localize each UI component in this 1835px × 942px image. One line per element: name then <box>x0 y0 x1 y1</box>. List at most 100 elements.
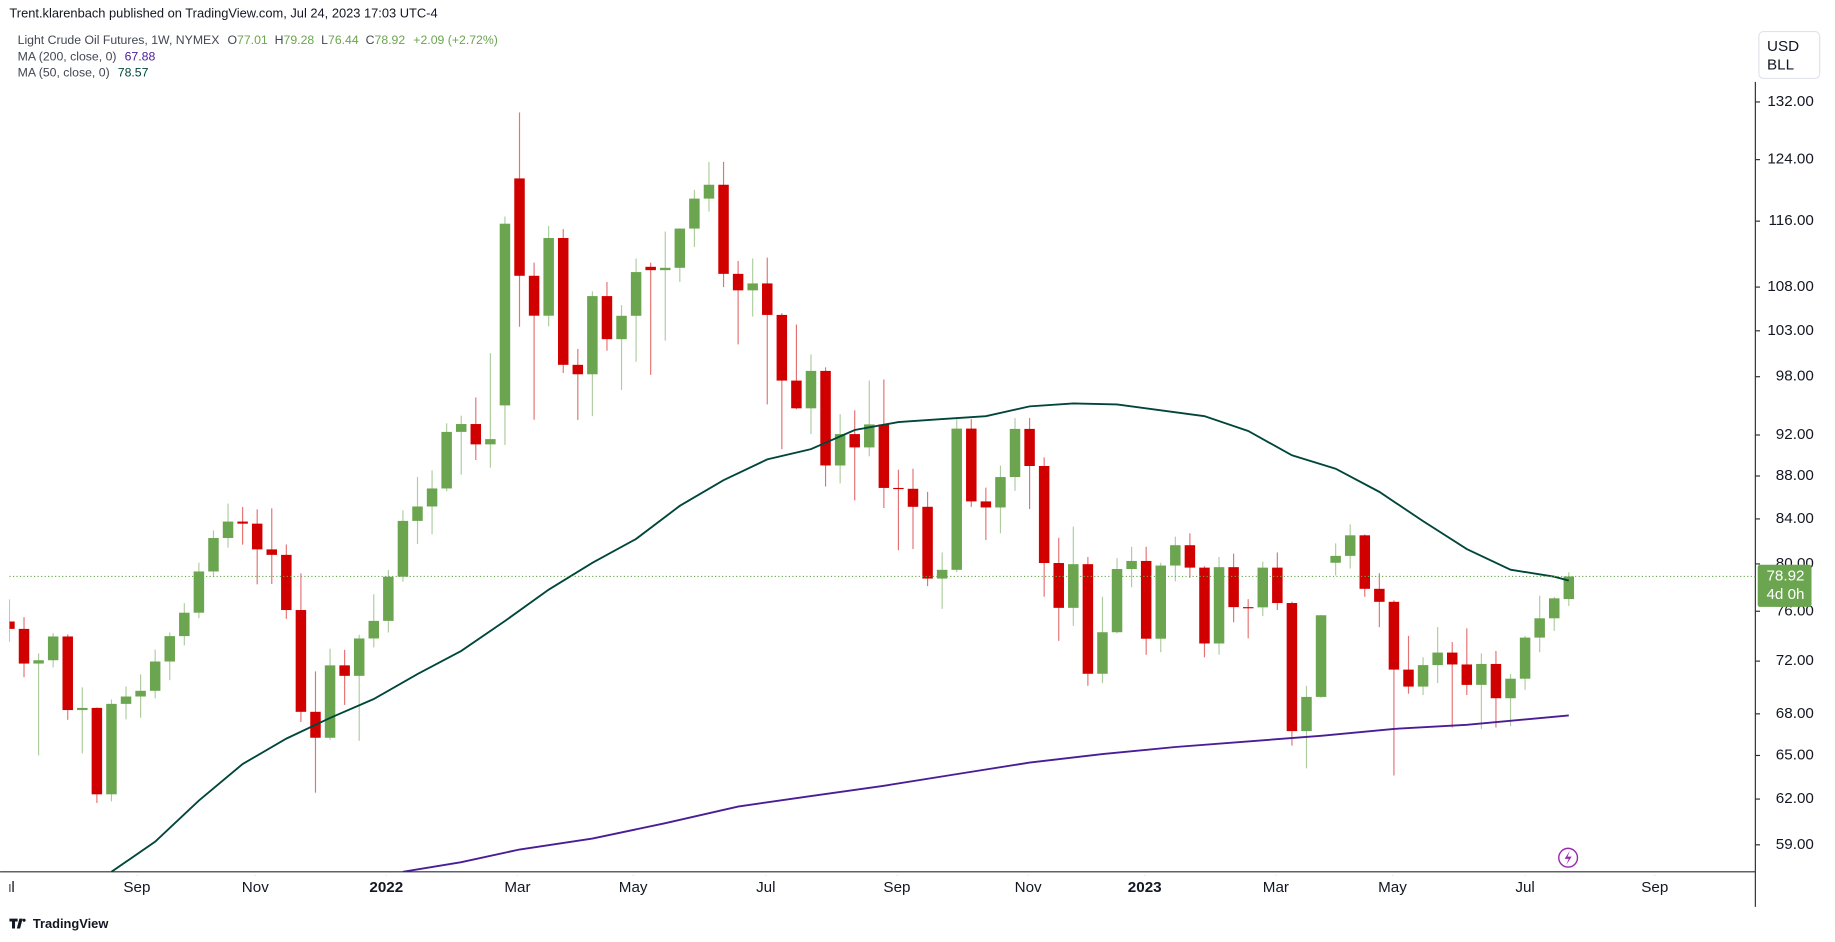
candle-body <box>1534 618 1545 638</box>
x-tick-label: Mar <box>1263 879 1289 896</box>
candle-body <box>426 488 438 507</box>
last-price-label: 78.92 <box>1766 567 1804 584</box>
ohlc-label: H <box>275 33 284 47</box>
candle-body <box>674 228 686 268</box>
candle-body <box>1009 428 1021 478</box>
x-tick-label: May <box>619 879 648 896</box>
candle-body <box>368 620 380 639</box>
candle-body <box>1548 598 1560 619</box>
candle-body <box>820 370 831 466</box>
candle-body <box>893 487 904 490</box>
candle-body <box>951 428 962 570</box>
x-tick-label: Nov <box>242 879 269 896</box>
ohlc-label: L <box>321 33 328 47</box>
candle-body <box>1024 428 1035 466</box>
candle-body <box>324 665 336 738</box>
ma-value: 67.88 <box>125 50 156 64</box>
candle-body <box>936 569 948 579</box>
candle-body <box>1068 564 1079 608</box>
candle-body <box>33 660 44 664</box>
candle-body <box>1257 567 1269 608</box>
candle-body <box>179 612 190 637</box>
y-tick-label: 92.00 <box>1776 426 1814 443</box>
y-tick-label: 68.00 <box>1776 705 1814 722</box>
candle-body <box>455 424 467 432</box>
candle-body <box>543 238 554 316</box>
candle-body <box>1126 560 1137 570</box>
candle-body <box>91 707 103 795</box>
ma-value: 78.57 <box>118 66 149 80</box>
candle-body <box>339 665 350 676</box>
ma-line <box>110 402 1570 872</box>
candle-body <box>864 424 875 448</box>
candle-body <box>1053 563 1064 608</box>
ohlc-label: O <box>228 33 238 47</box>
candle-body <box>1417 665 1429 687</box>
candle-body <box>572 364 584 375</box>
change: +2.09 (+2.72%) <box>413 33 498 47</box>
y-tick-label: 132.00 <box>1767 93 1814 110</box>
time-axis: Jul Sep Nov 2022 Mar May Jul Sep Nov 2023 Mar May Ju… <box>9 879 1668 896</box>
x-tick-label: May <box>1378 879 1407 896</box>
candle-body <box>1242 607 1254 609</box>
candle-body <box>222 521 234 539</box>
candle-body <box>514 178 525 276</box>
candle-body <box>1097 632 1108 674</box>
candle-body <box>1359 535 1371 589</box>
candle-body <box>1170 545 1181 566</box>
candle-body <box>1038 465 1050 564</box>
candle-body <box>1286 603 1298 732</box>
candle-body <box>47 636 59 661</box>
candle-body <box>251 523 263 550</box>
candle-body <box>849 434 860 448</box>
candle-body <box>1388 601 1400 670</box>
ohlc-value: 76.44 <box>328 33 359 47</box>
y-tick-label: 84.00 <box>1776 510 1814 527</box>
candle-body <box>353 638 365 676</box>
candle-body <box>266 549 278 555</box>
x-tick-label: Jul <box>756 879 775 896</box>
candle-body <box>645 266 656 271</box>
ma-legend: MA (50, close, 0) 78.57 <box>18 66 149 80</box>
price-axis: 132.00 124.00 116.00 108.00 103.00 98.00 92.00… <box>1755 93 1814 853</box>
candle-body <box>1461 664 1473 685</box>
unit: BLL <box>1767 57 1794 74</box>
candle-body <box>907 488 919 507</box>
candle-body <box>193 571 205 613</box>
candle-body <box>1315 615 1327 697</box>
candle-body <box>441 431 452 489</box>
y-tick-label: 59.00 <box>1776 836 1814 853</box>
candle-body <box>1403 669 1414 687</box>
candle-body <box>164 636 175 662</box>
candle-body <box>878 424 890 488</box>
alert-icon[interactable] <box>1558 847 1579 868</box>
candle-body <box>1184 545 1196 568</box>
y-tick-label: 103.00 <box>1767 322 1814 339</box>
candle-body <box>528 275 540 316</box>
y-tick-label: 88.00 <box>1776 467 1814 484</box>
x-tick-label: Jul <box>1515 879 1534 896</box>
ohlc-value: 77.01 <box>237 33 268 47</box>
candle-body <box>805 370 817 409</box>
candle-body <box>557 238 569 365</box>
candle-body <box>732 273 744 291</box>
y-tick-label: 62.00 <box>1776 790 1814 807</box>
candle-body <box>791 380 802 409</box>
publisher-line: Trent.klarenbach published on TradingVie… <box>9 5 437 20</box>
candle-body <box>9 621 15 629</box>
candle-body <box>1228 567 1239 608</box>
candle-body <box>1519 637 1531 679</box>
candle-body <box>470 424 482 445</box>
candle-body <box>1301 696 1312 732</box>
candle-body <box>980 501 992 508</box>
x-tick-label: 2023 <box>1128 879 1162 896</box>
brand: TradingView <box>33 916 110 931</box>
candle-body <box>689 198 700 229</box>
candle-body <box>776 314 788 381</box>
x-tick-label: Sep <box>883 879 910 896</box>
candle-body <box>485 439 496 445</box>
currency-box[interactable] <box>1758 31 1821 79</box>
